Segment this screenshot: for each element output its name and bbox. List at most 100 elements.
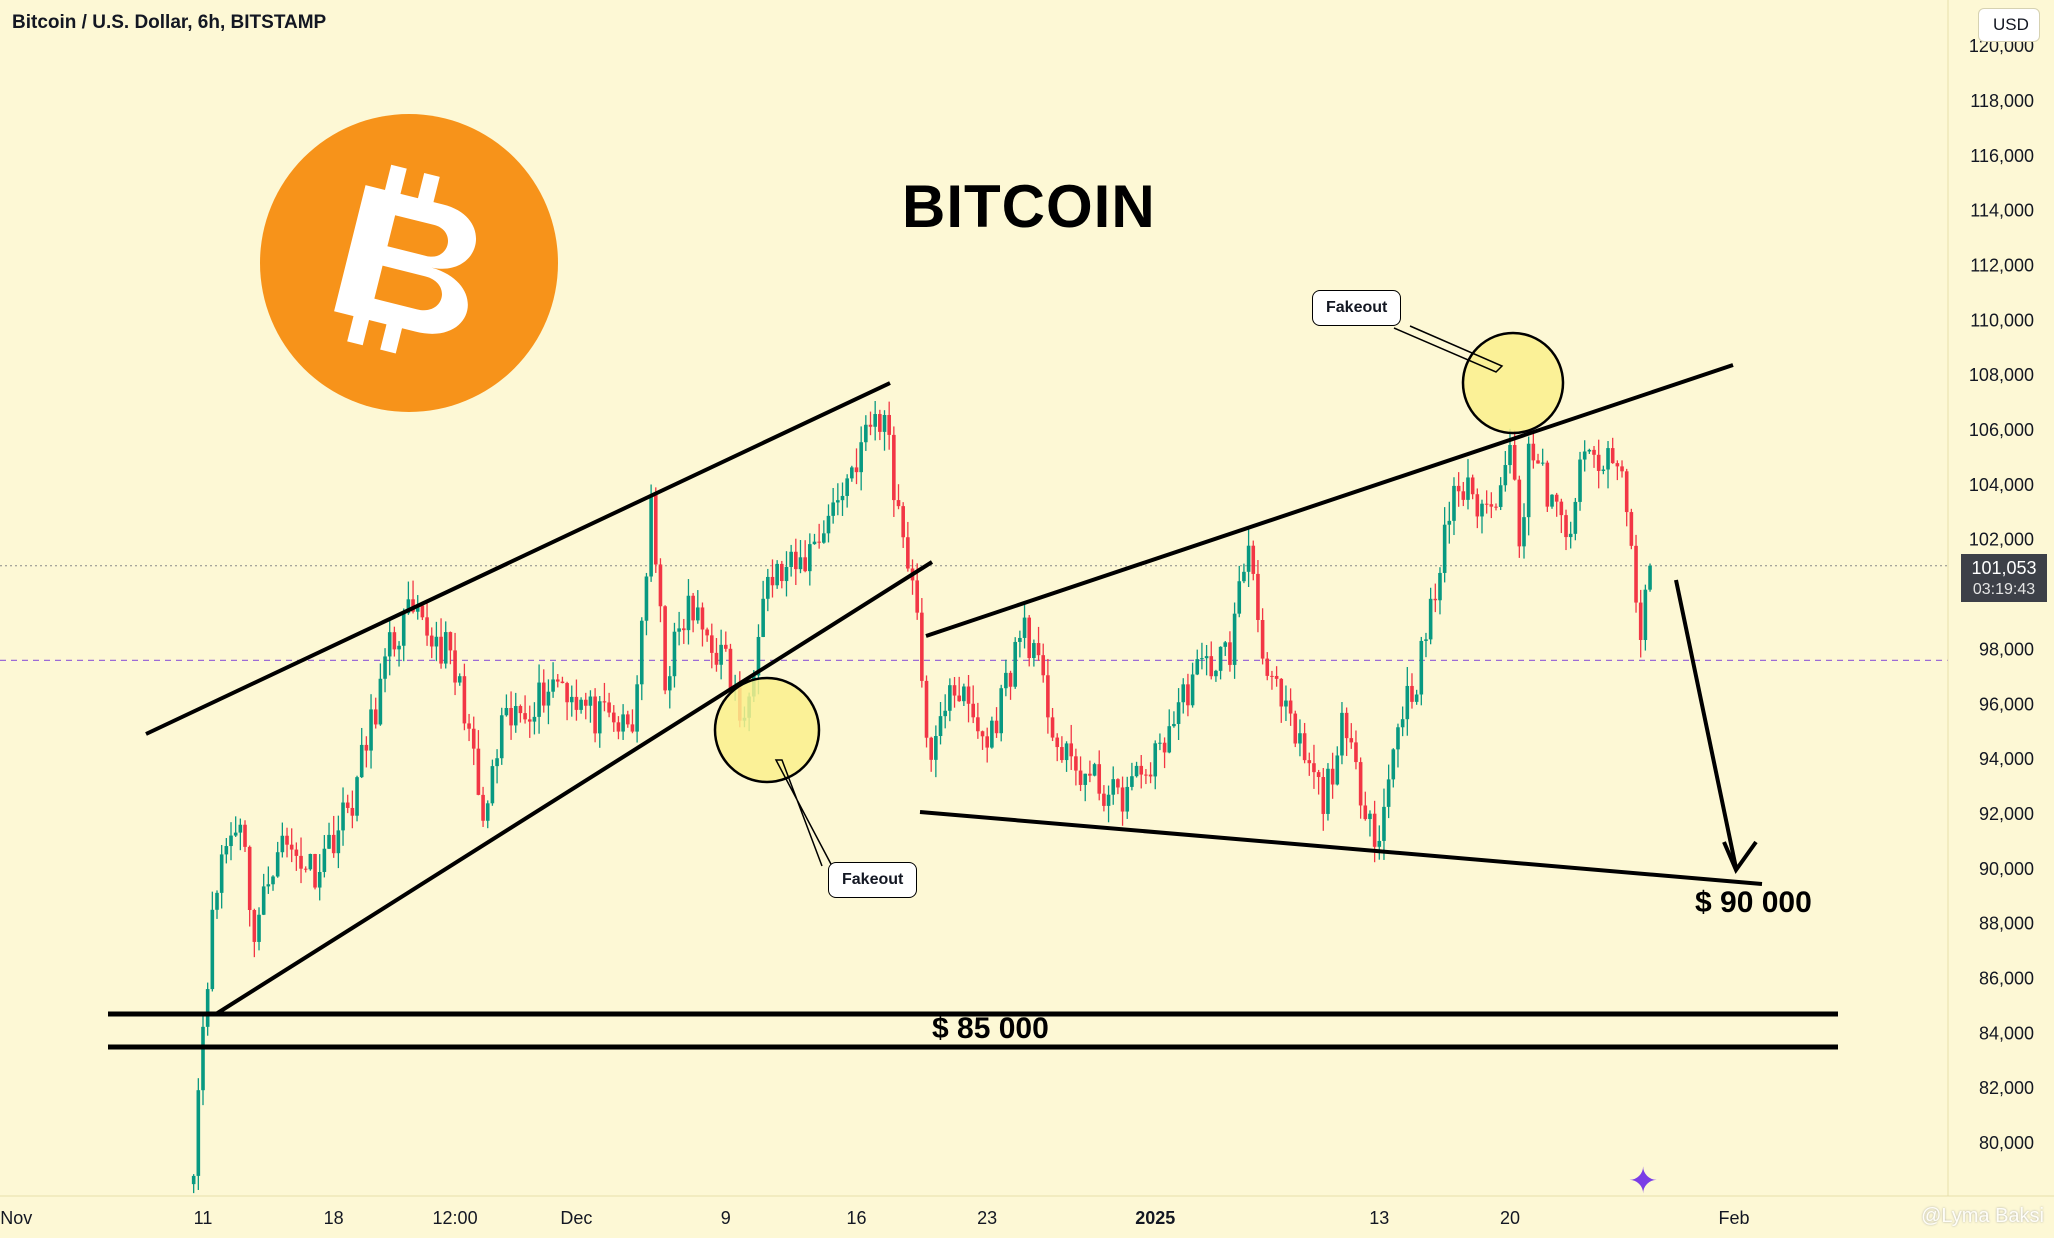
candle-body [1153, 743, 1158, 777]
y-tick-label: 110,000 [1970, 310, 2034, 330]
candle-body [1461, 491, 1466, 500]
y-tick-label: 102,000 [1969, 530, 2034, 550]
channel-lower-line[interactable] [214, 560, 934, 1016]
candle-body [392, 632, 397, 650]
fakeout-circle-2[interactable] [1461, 331, 1565, 435]
candle-body [625, 714, 630, 725]
candle-body [210, 909, 215, 990]
candle-body [1526, 443, 1531, 518]
candle-body [1643, 589, 1648, 640]
fakeout-circle-1[interactable] [713, 676, 821, 784]
candle-body [980, 731, 985, 737]
candle-body [691, 595, 695, 621]
fakeout-callout-bottom[interactable]: Fakeout [828, 862, 918, 898]
candle-body [1456, 485, 1461, 492]
candle-body [850, 467, 854, 479]
candle-body [934, 736, 938, 760]
candle-body [784, 566, 789, 582]
candle-body [915, 580, 919, 613]
candle-body [728, 648, 733, 690]
candle-body [327, 834, 331, 849]
time-axis[interactable] [0, 1196, 2054, 1238]
candle-body [1218, 646, 1223, 671]
candle-body [1396, 727, 1400, 750]
candle-body [1494, 506, 1498, 508]
candle-body [1606, 448, 1610, 470]
fakeout-pointer-1 [774, 759, 833, 867]
candle-body [1074, 756, 1078, 771]
candle-body [826, 515, 831, 534]
candle-body [864, 424, 868, 443]
wedge-upper-line[interactable] [925, 363, 1734, 638]
candle-body [518, 706, 523, 714]
candle-body [369, 709, 373, 751]
candle-body [756, 636, 761, 676]
last-price-value: 101,053 [1971, 558, 2037, 578]
candle-body [1190, 674, 1195, 706]
x-tick-label: 9 [721, 1208, 731, 1228]
candle-body [1148, 774, 1153, 777]
channel-upper-line[interactable] [145, 381, 891, 736]
label-90k: $ 90 000 [1695, 886, 1812, 919]
candle-body [686, 595, 691, 631]
candle-body [1568, 533, 1573, 538]
candle-body [766, 576, 770, 599]
candle-body [1554, 494, 1559, 502]
x-tick-label: 23 [977, 1208, 997, 1228]
candle-body [509, 707, 513, 726]
candle-body [873, 414, 877, 427]
sparkle-assistant-icon[interactable]: ✦ [1628, 1160, 1659, 1201]
x-tick-label: 16 [846, 1208, 866, 1228]
candle-body [1041, 655, 1046, 676]
fakeout-callout-top[interactable]: Fakeout [1312, 290, 1402, 326]
candle-body [924, 680, 929, 738]
x-axis: Nov 11 18 12:00 Dec 9 16 23 2025 13 20 Feb [0, 1208, 1749, 1228]
candle-body [467, 723, 471, 729]
candle-body [658, 564, 663, 607]
candle-body [901, 506, 905, 538]
target-arrow-shaft[interactable] [1674, 579, 1738, 869]
y-tick-label: 90,000 [1979, 859, 2034, 879]
y-axis: 80,000 82,000 84,000 86,000 88,000 90,000 92,0… [1969, 36, 2034, 1153]
candle-body [1592, 449, 1596, 455]
candle-body [1442, 524, 1447, 573]
wedge-lower-line[interactable] [919, 810, 1763, 886]
candle-body [1610, 448, 1615, 464]
candle-body [775, 563, 779, 586]
candle-body [794, 551, 798, 570]
candle-body [303, 868, 308, 870]
candle-body [1428, 598, 1433, 640]
candle-body [952, 685, 957, 696]
candle-body [1596, 454, 1601, 471]
candle-body [808, 544, 812, 572]
candle-body [1573, 501, 1578, 534]
candle-body [1228, 642, 1232, 665]
candle-body [1232, 613, 1237, 665]
candle-body [803, 557, 807, 572]
x-tick-label: Nov [0, 1208, 32, 1228]
candle-body [1307, 760, 1312, 764]
candle-body [1358, 762, 1363, 806]
candle-body [1050, 717, 1055, 738]
candle-body [976, 717, 980, 732]
candle-body [1452, 485, 1456, 521]
candle-body [724, 644, 728, 649]
symbol-title: Bitcoin / U.S. Dollar, 6h, BITSTAMP [12, 12, 327, 33]
candle-body [1335, 755, 1340, 785]
candle-body [1046, 675, 1050, 718]
candle-body [1256, 573, 1260, 620]
candle-body [1316, 772, 1321, 778]
candle-body [1008, 672, 1013, 687]
currency-button[interactable]: USD [1978, 8, 2040, 42]
candle-body [1027, 617, 1032, 659]
candle-body [681, 628, 686, 631]
candle-body [1288, 700, 1293, 714]
candle-body [583, 699, 588, 706]
candle-body [233, 832, 238, 836]
candle-body [1013, 641, 1018, 687]
candle-body [1293, 713, 1298, 744]
candle-body [1004, 672, 1008, 689]
candle-body [434, 636, 439, 647]
candle-body [938, 716, 943, 737]
